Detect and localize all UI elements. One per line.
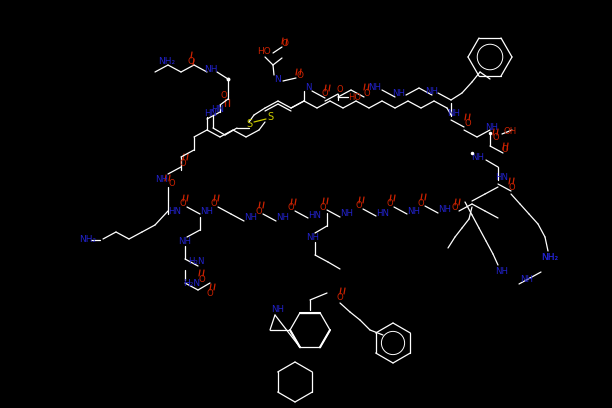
Text: O: O: [509, 182, 515, 191]
Text: N: N: [305, 84, 312, 93]
Text: O: O: [364, 89, 370, 98]
Text: NH: NH: [277, 213, 289, 222]
Text: H₂N: H₂N: [184, 279, 201, 288]
Text: O: O: [417, 199, 424, 208]
Text: O: O: [169, 180, 175, 188]
Text: NH₂: NH₂: [80, 235, 97, 244]
Text: NH: NH: [201, 206, 214, 215]
Text: S: S: [267, 112, 273, 122]
Text: O: O: [387, 200, 394, 208]
Text: O: O: [337, 86, 343, 95]
Text: O: O: [221, 91, 227, 100]
Text: NH: NH: [272, 306, 285, 315]
Text: O: O: [282, 40, 288, 49]
Text: NH: NH: [179, 237, 192, 246]
Text: O: O: [187, 56, 195, 66]
Text: NH₂: NH₂: [159, 58, 176, 67]
Text: NH: NH: [408, 206, 420, 215]
Text: O: O: [199, 275, 206, 284]
Text: O: O: [322, 89, 328, 98]
Text: O: O: [465, 118, 471, 127]
Text: NH: NH: [439, 206, 452, 215]
Text: NH₂: NH₂: [542, 253, 559, 262]
Text: O: O: [319, 202, 326, 211]
Text: O: O: [452, 204, 458, 213]
Text: N: N: [275, 75, 282, 84]
Text: NH₂: NH₂: [542, 253, 559, 262]
Text: HN: HN: [212, 106, 225, 115]
Text: NH: NH: [471, 153, 485, 162]
Text: NH: NH: [245, 213, 258, 222]
Text: HO: HO: [348, 93, 362, 102]
Text: O: O: [288, 204, 294, 213]
Text: O: O: [211, 200, 217, 208]
Text: NH: NH: [340, 209, 354, 219]
Text: NH: NH: [485, 122, 499, 131]
Text: O: O: [180, 200, 186, 208]
Text: HN: HN: [496, 173, 509, 182]
Text: O: O: [493, 133, 499, 142]
Text: H₂N: H₂N: [188, 257, 204, 266]
Text: O: O: [337, 293, 343, 302]
Text: NH: NH: [447, 109, 460, 118]
Text: NH: NH: [155, 175, 168, 184]
Text: NH: NH: [368, 84, 381, 93]
Text: HO: HO: [257, 47, 271, 55]
Text: HN: HN: [376, 208, 389, 217]
Text: NH: NH: [307, 233, 319, 242]
Text: NH: NH: [392, 89, 406, 98]
Text: HN: HN: [308, 211, 321, 220]
Text: O: O: [207, 288, 214, 297]
Text: O: O: [180, 158, 186, 168]
Text: O: O: [256, 206, 263, 215]
Text: NH: NH: [204, 66, 218, 75]
Text: O: O: [296, 71, 304, 80]
Text: HN: HN: [168, 206, 182, 215]
Text: HN: HN: [204, 109, 217, 118]
Text: NH: NH: [520, 275, 534, 284]
Text: NH: NH: [496, 268, 509, 277]
Text: O: O: [502, 144, 509, 153]
Text: O: O: [356, 202, 362, 211]
Text: S: S: [246, 119, 252, 129]
Text: NH: NH: [425, 86, 439, 95]
Text: OH: OH: [504, 127, 517, 137]
